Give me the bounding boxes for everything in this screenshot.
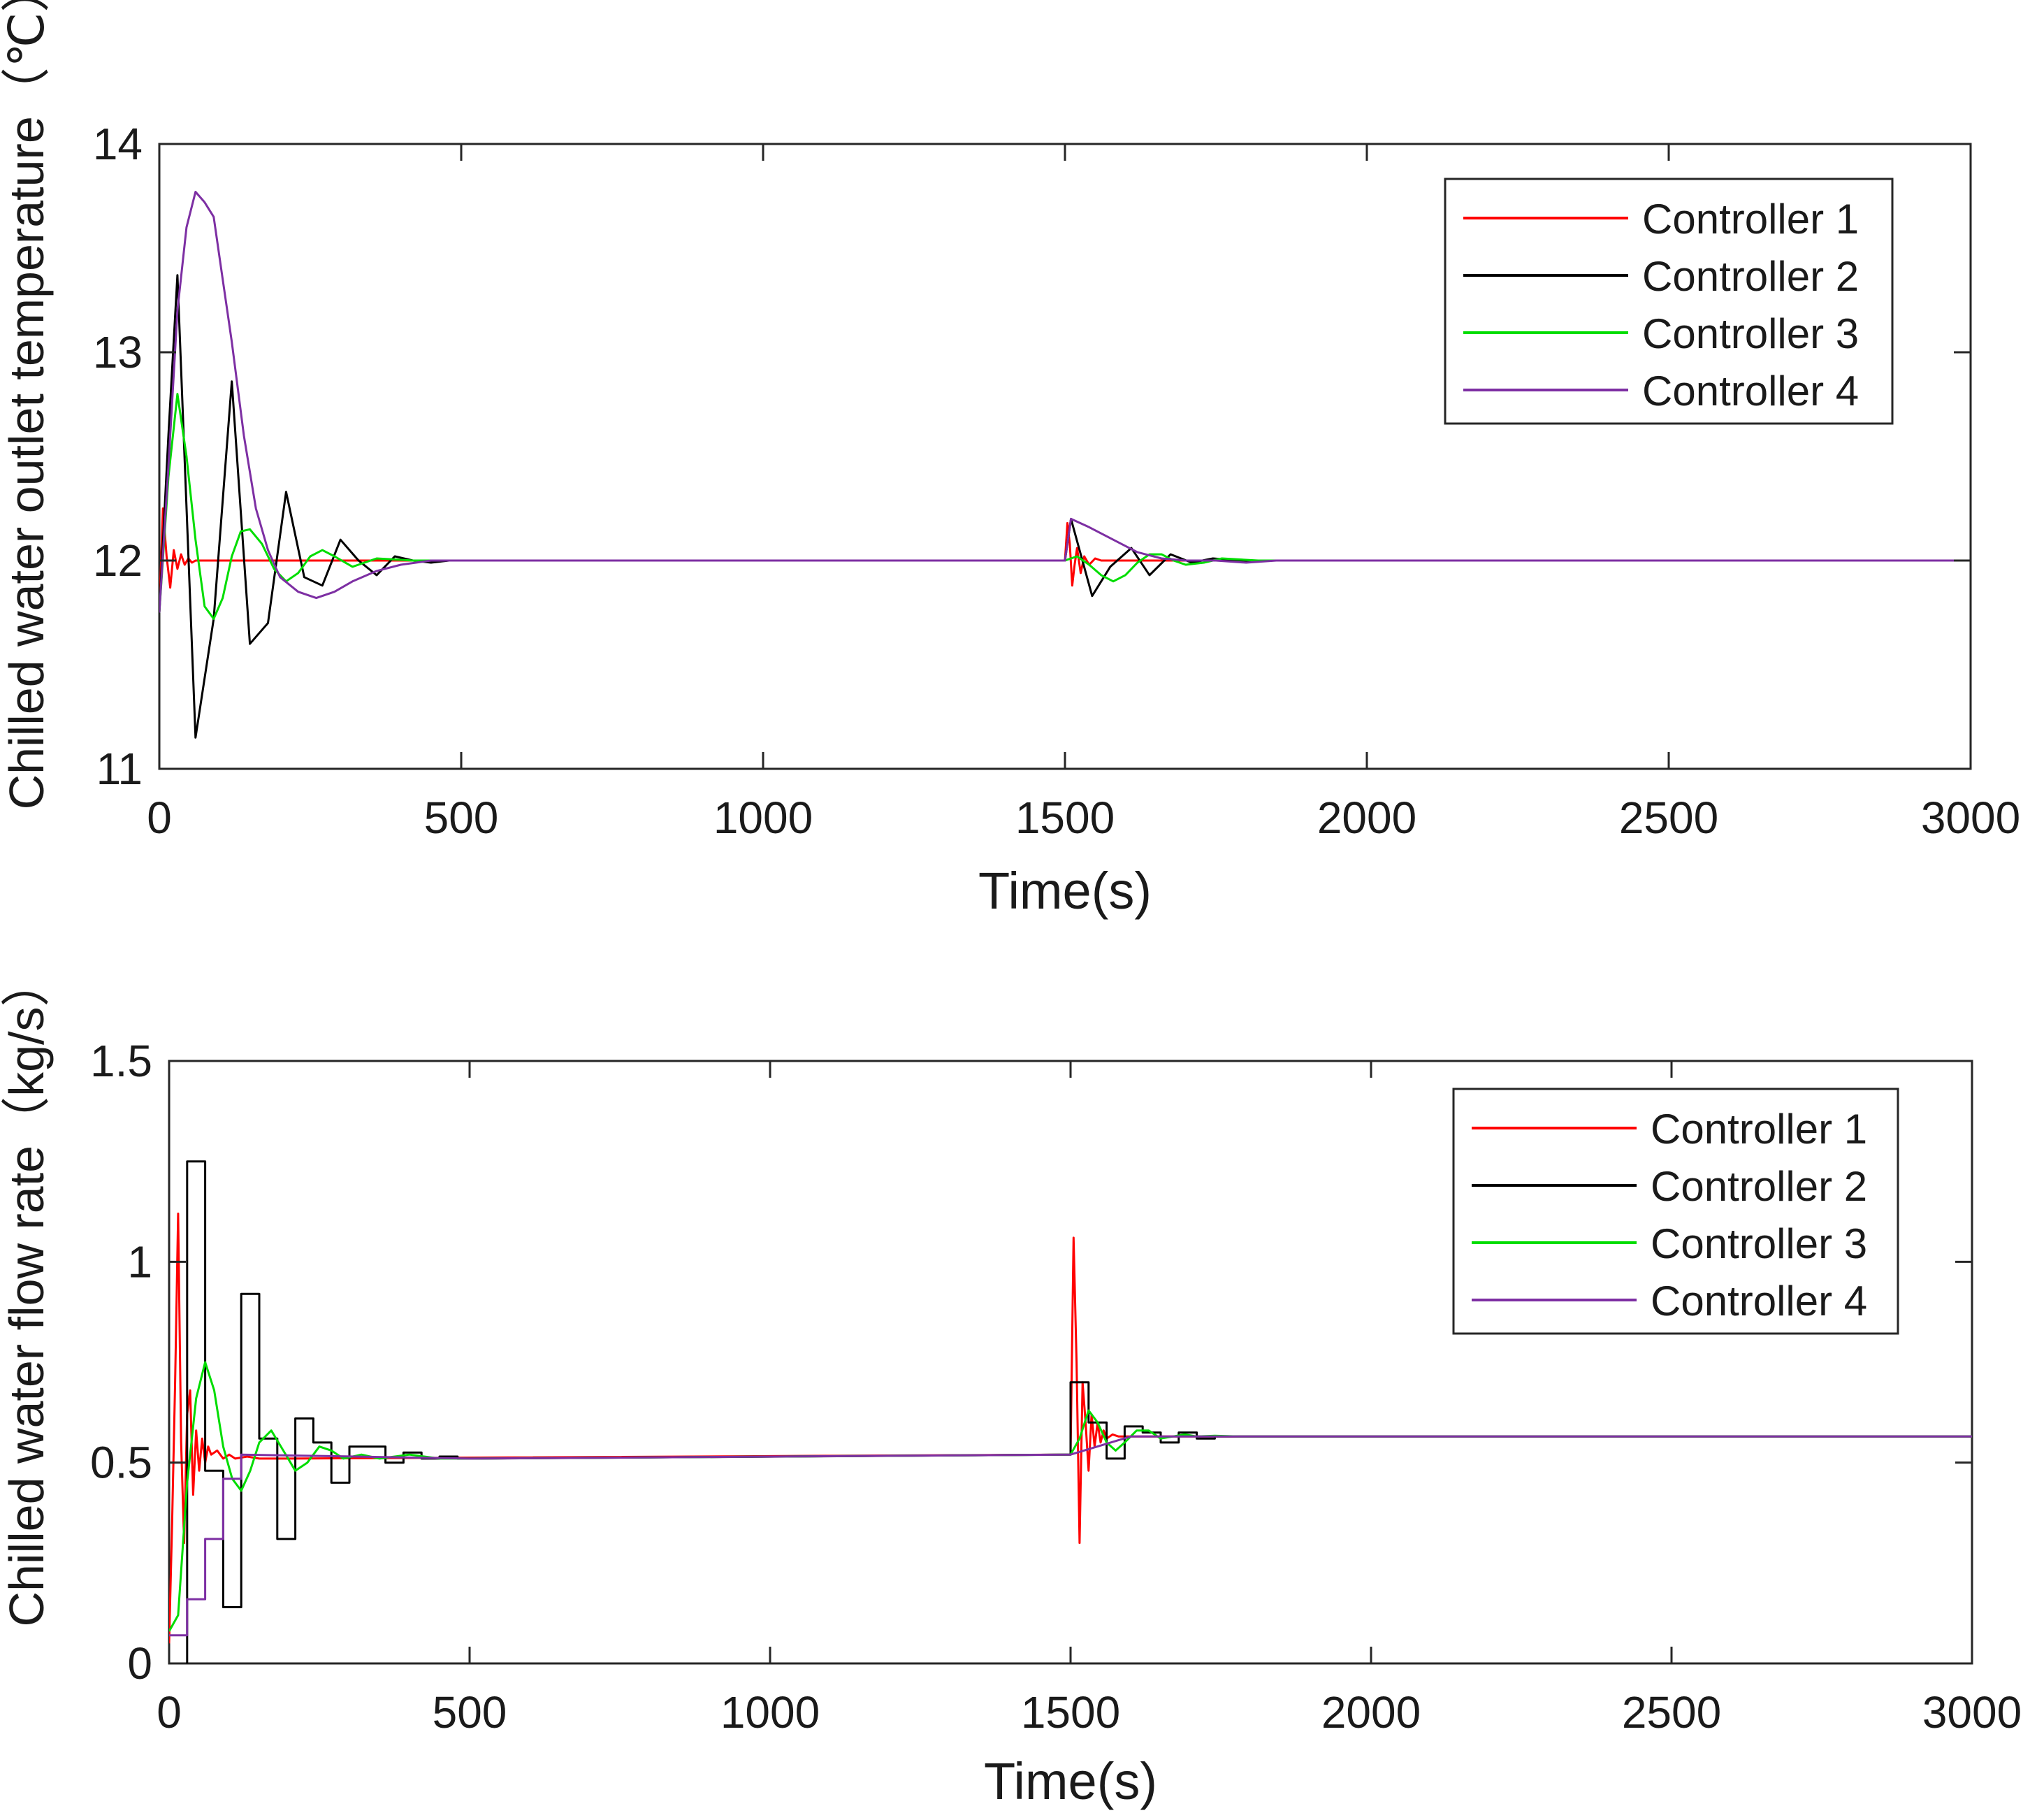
x-tick-label: 1000 [713, 793, 813, 843]
legend-label-controller-2: Controller 2 [1642, 253, 1859, 300]
series-line-controller-4 [169, 1435, 1972, 1637]
legend: Controller 1 Controller 2 Controller 3 Cont… [1444, 178, 1894, 425]
legend-box [1444, 178, 1894, 425]
y-tick-label: 11 [96, 744, 143, 794]
legend-label-controller-3: Controller 3 [1651, 1220, 1867, 1267]
x-tick-label: 2000 [1321, 1687, 1421, 1738]
x-axis-label: Time(s) [984, 1752, 1157, 1810]
x-tick-label: 500 [433, 1687, 507, 1738]
y-tick-label: 1 [127, 1236, 152, 1287]
x-tick-label: 2500 [1622, 1687, 1721, 1738]
legend: Controller 1 Controller 2 Controller 3 Cont… [1452, 1088, 1899, 1335]
series-line-controller-4 [159, 191, 1971, 613]
y-axis-label: Chilled water flow rate（kg/s） [0, 958, 54, 1627]
x-tick-label: 2000 [1317, 793, 1416, 843]
series-line-controller-3 [159, 393, 1971, 620]
y-tick-label: 14 [93, 119, 143, 169]
y-axis-label: Chilled water outlet temperature（℃） [0, 0, 54, 809]
x-tick-label: 3000 [1922, 1687, 2022, 1738]
x-tick-label: 500 [424, 793, 499, 843]
legend-label-controller-3: Controller 3 [1642, 310, 1859, 357]
legend-label-controller-4: Controller 4 [1651, 1278, 1867, 1324]
legend-label-controller-2: Controller 2 [1651, 1163, 1867, 1210]
x-axis-label: Time(s) [978, 862, 1152, 920]
flow-rate-chart: 0 500 1000 1500 2000 2500 3000 0 0.5 1 1.5 Time(s) C… [0, 958, 2022, 1811]
legend-box [1452, 1088, 1899, 1335]
series-line-controller-2 [169, 1160, 1972, 1663]
y-tick-label: 12 [93, 535, 143, 586]
x-tick-label: 0 [147, 793, 172, 843]
y-tick-label: 13 [93, 327, 143, 377]
y-tick-label: 0.5 [90, 1438, 152, 1488]
legend-label-controller-1: Controller 1 [1651, 1106, 1867, 1153]
legend-label-controller-1: Controller 1 [1642, 196, 1859, 243]
y-tick-label: 1.5 [90, 1036, 152, 1086]
x-tick-label: 1500 [1021, 1687, 1120, 1738]
y-tick-label: 0 [127, 1638, 152, 1689]
legend-label-controller-4: Controller 4 [1642, 368, 1859, 414]
temperature-chart: 0 500 1000 1500 2000 2500 3000 11 12 13 14 Time(s) C… [0, 0, 2020, 920]
x-tick-label: 0 [157, 1687, 182, 1738]
x-tick-label: 3000 [1921, 793, 2020, 843]
x-tick-label: 1000 [720, 1687, 820, 1738]
x-tick-label: 2500 [1619, 793, 1718, 843]
x-tick-label: 1500 [1015, 793, 1115, 843]
